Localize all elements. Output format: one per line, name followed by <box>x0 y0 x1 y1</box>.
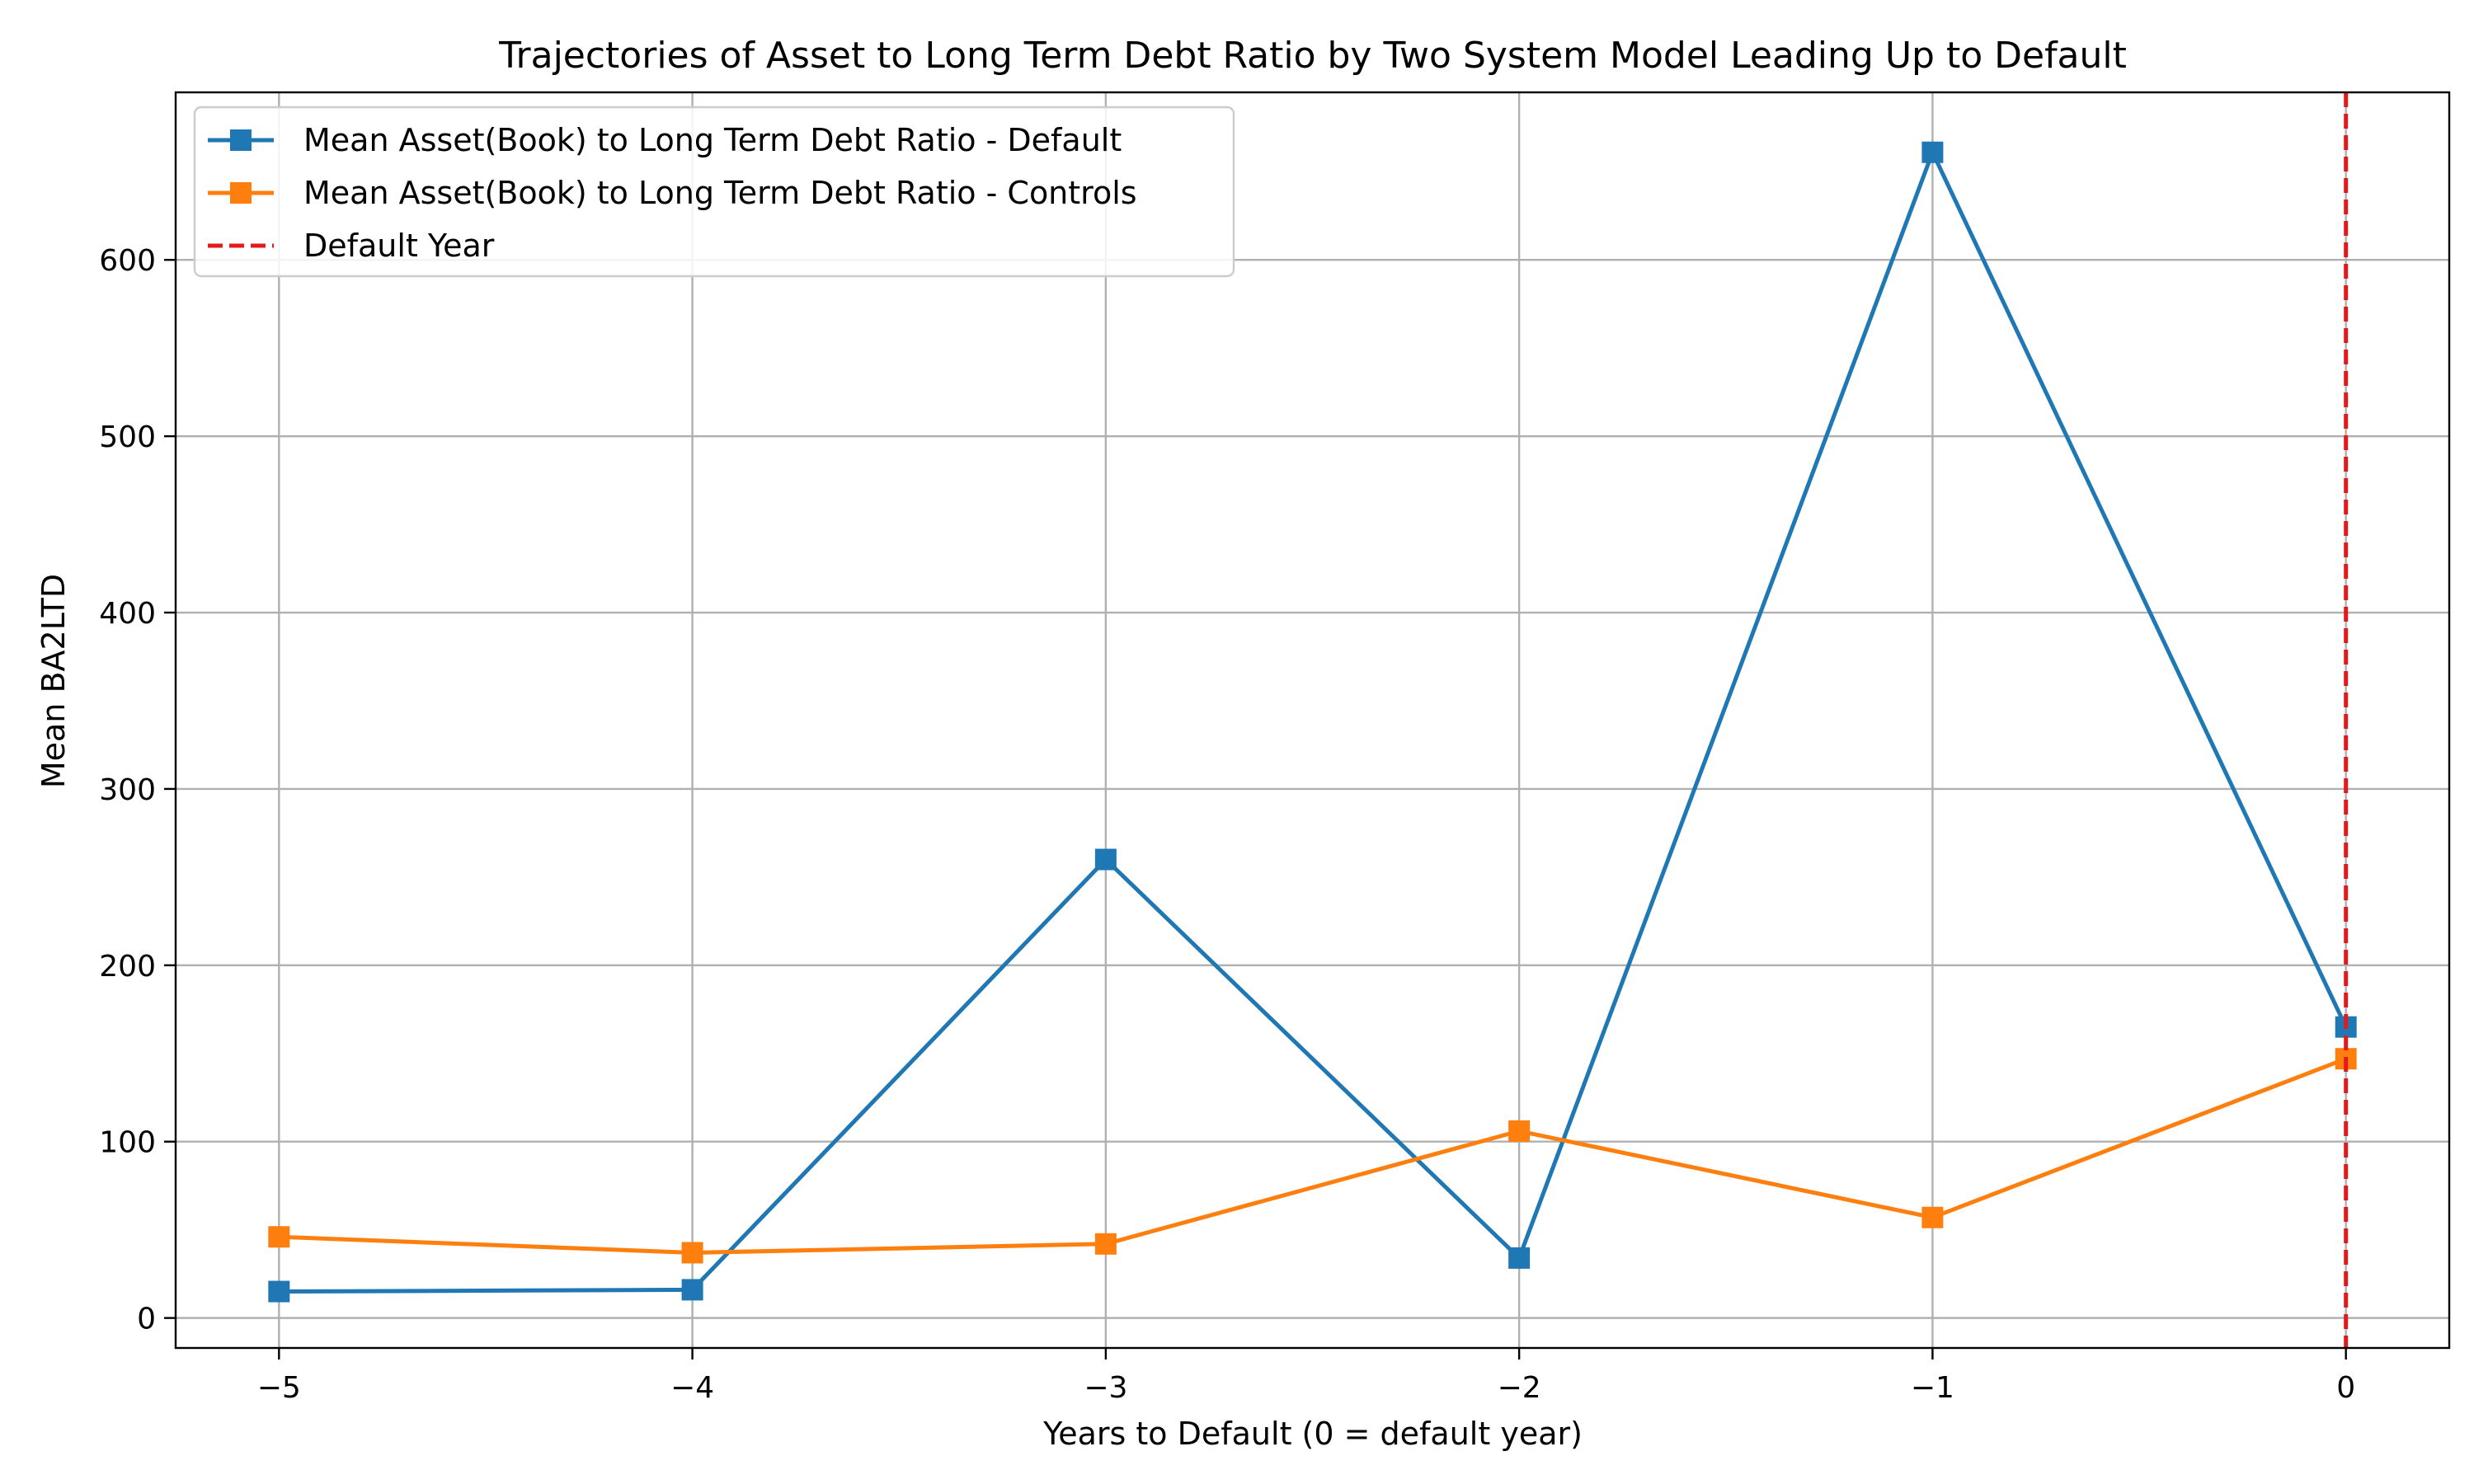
series-line <box>279 1056 2347 1255</box>
data-point-marker <box>268 1226 290 1248</box>
series-line <box>279 150 2348 1294</box>
x-tick-label: −5 <box>257 1371 301 1405</box>
y-tick-label: 500 <box>99 420 156 454</box>
legend-marker-swatch <box>230 129 252 151</box>
chart-title: Trajectories of Asset to Long Term Debt … <box>498 35 2127 77</box>
legend-label: Default Year <box>303 228 495 264</box>
legend-marker-swatch <box>230 182 252 204</box>
data-point-marker <box>1921 141 1944 163</box>
y-axis-ticks: 0 100 200 300 400 500 600 <box>99 244 176 1336</box>
legend: Mean Asset(Book) to Long Term Debt Ratio… <box>193 106 1235 278</box>
data-point-marker <box>1508 1247 1531 1269</box>
legend-box <box>193 106 1235 278</box>
data-point-marker <box>681 1279 703 1301</box>
x-axis-ticks: −5 −4 −3 −2 −1 0 <box>257 1348 2355 1405</box>
series-layer <box>268 92 2357 1348</box>
legend-item: Default Year <box>208 228 495 264</box>
y-axis-label: Mean BA2LTD <box>35 574 72 788</box>
plot-frame <box>174 91 2451 1350</box>
y-tick-label: 300 <box>99 773 156 807</box>
legend-item: Mean Asset(Book) to Long Term Debt Ratio… <box>208 175 1137 211</box>
y-tick-label: 400 <box>99 597 156 631</box>
y-tick-label: 600 <box>99 244 156 278</box>
grid-lines <box>176 92 2449 1348</box>
series-1 <box>268 1048 2357 1264</box>
data-point-marker <box>681 1242 703 1264</box>
x-tick-label: −1 <box>1911 1371 1954 1405</box>
series-0 <box>268 141 2357 1303</box>
x-tick-label: −3 <box>1084 1371 1127 1405</box>
y-tick-label: 0 <box>137 1303 156 1336</box>
y-tick-label: 200 <box>99 950 156 984</box>
legend-label: Mean Asset(Book) to Long Term Debt Ratio… <box>303 122 1122 158</box>
y-tick-label: 100 <box>99 1126 156 1160</box>
x-tick-label: −2 <box>1498 1371 1541 1405</box>
data-point-marker <box>268 1280 290 1303</box>
data-point-marker <box>1094 1233 1117 1255</box>
x-tick-label: 0 <box>2336 1371 2355 1405</box>
data-point-marker <box>1508 1120 1531 1142</box>
data-point-marker <box>1921 1206 1944 1228</box>
x-axis-label: Years to Default (0 = default year) <box>1042 1416 1583 1452</box>
data-point-marker <box>1094 848 1117 871</box>
legend-item: Mean Asset(Book) to Long Term Debt Ratio… <box>208 122 1122 158</box>
legend-label: Mean Asset(Book) to Long Term Debt Ratio… <box>303 175 1137 211</box>
x-tick-label: −4 <box>670 1371 714 1405</box>
